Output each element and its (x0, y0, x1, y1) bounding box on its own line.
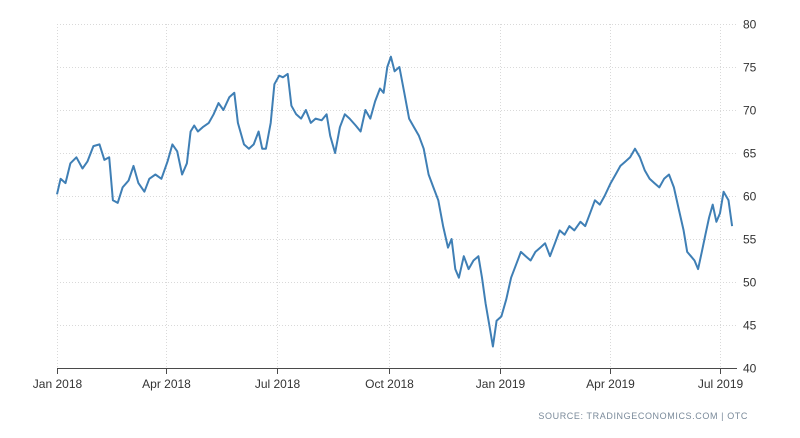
y-tick-label: 60 (743, 190, 757, 204)
x-tick-label: Jul 2018 (255, 377, 301, 391)
x-tick-label: Apr 2018 (142, 377, 191, 391)
x-tick-label: Jul 2019 (698, 377, 744, 391)
source-credit: SOURCE: TRADINGECONOMICS.COM | OTC (538, 411, 748, 421)
y-tick-label: 55 (743, 233, 757, 247)
series-line (56, 55, 734, 348)
x-tick-label: Jan 2019 (476, 377, 526, 391)
y-tick-label: 80 (743, 18, 757, 32)
y-axis: 40 45 50 55 60 65 70 75 80 (743, 18, 757, 376)
y-tick-label: 70 (743, 104, 757, 118)
y-tick-label: 75 (743, 61, 757, 75)
x-axis: Jan 2018 Apr 2018 Jul 2018 Oct 2018 Jan 2019… (33, 368, 744, 391)
y-tick-label: 65 (743, 147, 757, 161)
grid (57, 24, 737, 368)
series (56, 55, 734, 348)
x-tick-label: Jan 2018 (33, 377, 83, 391)
x-tick-label: Apr 2019 (586, 377, 635, 391)
y-tick-label: 45 (743, 319, 757, 333)
x-tick-label: Oct 2018 (365, 377, 414, 391)
y-tick-label: 40 (743, 362, 757, 376)
y-tick-label: 50 (743, 276, 757, 290)
